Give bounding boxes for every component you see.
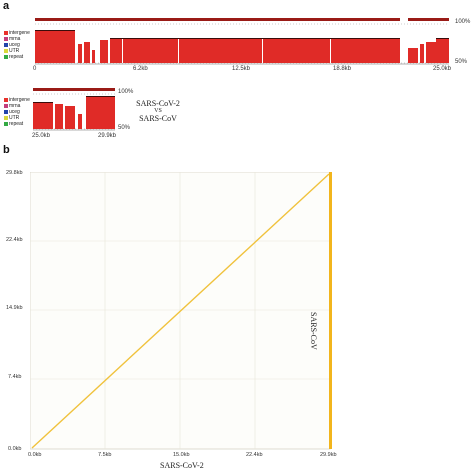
legend-item-repeat: repeat bbox=[4, 54, 30, 60]
uceg-swatch bbox=[4, 110, 8, 114]
legend-item-intergene: intergene bbox=[4, 30, 30, 36]
mrna-swatch bbox=[4, 37, 8, 41]
top-tick-0: 0 bbox=[33, 66, 37, 72]
top-header-bar bbox=[35, 18, 449, 21]
comparison-line-2: VS bbox=[154, 108, 162, 114]
y-axis-title: SARS-CoV bbox=[309, 312, 318, 350]
x-tick-0: 0.0kb bbox=[28, 452, 42, 458]
bottom-block-edges bbox=[33, 96, 115, 103]
bottom-pct-bottom: 50% bbox=[118, 125, 131, 131]
x-axis-title: SARS-CoV-2 bbox=[160, 461, 204, 470]
dotplot-diagonal bbox=[31, 173, 330, 449]
legend-label: UTR bbox=[9, 114, 20, 121]
y-tick-4: 0.0kb bbox=[8, 446, 22, 452]
legend-item-uceg: uceg bbox=[4, 42, 30, 48]
bottom-identity-track bbox=[33, 88, 115, 131]
legend-label: mrna bbox=[9, 35, 21, 42]
y-tick-3: 7.4kb bbox=[8, 374, 22, 380]
mrna-swatch bbox=[4, 104, 8, 108]
legend-label: intergene bbox=[9, 96, 30, 103]
y-tick-0: 29.8kb bbox=[6, 170, 23, 176]
legend-label: uceg bbox=[9, 41, 20, 48]
bottom-tick-1: 29.9kb bbox=[98, 133, 117, 139]
intergene-swatch bbox=[4, 98, 8, 102]
top-tick-4: 25.0kb bbox=[433, 66, 452, 72]
bottom-identity-blocks bbox=[33, 96, 115, 129]
legend-label: repeat bbox=[9, 53, 24, 60]
comparison-label: SARS-CoV-2 VS SARS-CoV bbox=[128, 99, 188, 123]
intergene-swatch bbox=[4, 31, 8, 35]
legend-item-uceg: uceg bbox=[4, 109, 30, 115]
top-tick-1: 6.2kb bbox=[133, 66, 148, 72]
legend-label: intergene bbox=[9, 29, 30, 36]
utr-swatch bbox=[4, 116, 8, 120]
y-tick-2: 14.9kb bbox=[6, 305, 23, 311]
top-pct-bottom: 50% bbox=[455, 59, 468, 65]
utr-swatch bbox=[4, 49, 8, 53]
top-tick-2: 12.5kb bbox=[232, 66, 251, 72]
top-identity-blocks bbox=[35, 30, 449, 63]
repeat-swatch bbox=[4, 55, 8, 59]
top-header-gap bbox=[400, 18, 408, 21]
legend-label: mrna bbox=[9, 102, 21, 109]
top-block-edges bbox=[35, 30, 449, 39]
legend-item-mrna: mrna bbox=[4, 36, 30, 42]
legend-item-utr: UTR bbox=[4, 48, 30, 54]
legend-item-intergene: intergene bbox=[4, 97, 30, 103]
top-legend: intergene mrna uceg UTR repeat bbox=[4, 30, 30, 60]
legend-label: UTR bbox=[9, 47, 20, 54]
uceg-swatch bbox=[4, 43, 8, 47]
legend-label: repeat bbox=[9, 120, 24, 127]
bottom-tick-0: 25.0kb bbox=[32, 133, 51, 139]
bottom-legend: intergene mrna uceg UTR repeat bbox=[4, 97, 30, 127]
comparison-line-3: SARS-CoV bbox=[139, 114, 177, 123]
legend-item-mrna: mrna bbox=[4, 103, 30, 109]
top-block-separators bbox=[122, 39, 331, 63]
panel-b-letter: b bbox=[3, 144, 10, 156]
repeat-swatch bbox=[4, 122, 8, 126]
x-tick-1: 7.5kb bbox=[98, 452, 112, 458]
bottom-header-bar bbox=[33, 88, 115, 91]
panel-a-letter: a bbox=[3, 0, 10, 12]
dotplot-grid bbox=[30, 172, 330, 449]
top-tick-3: 18.8kb bbox=[333, 66, 352, 72]
dotplot-right-bar bbox=[329, 172, 332, 449]
x-tick-4: 29.9kb bbox=[320, 452, 337, 458]
legend-item-repeat: repeat bbox=[4, 121, 30, 127]
top-identity-track bbox=[35, 18, 449, 65]
comparison-line-1: SARS-CoV-2 bbox=[136, 99, 180, 108]
legend-item-utr: UTR bbox=[4, 115, 30, 121]
y-tick-1: 22.4kb bbox=[6, 237, 23, 243]
dotplot bbox=[30, 172, 332, 450]
legend-label: uceg bbox=[9, 108, 20, 115]
x-tick-2: 15.0kb bbox=[173, 452, 190, 458]
top-pct-top: 100% bbox=[455, 19, 471, 25]
x-tick-3: 22.4kb bbox=[246, 452, 263, 458]
bottom-pct-top: 100% bbox=[118, 89, 134, 95]
